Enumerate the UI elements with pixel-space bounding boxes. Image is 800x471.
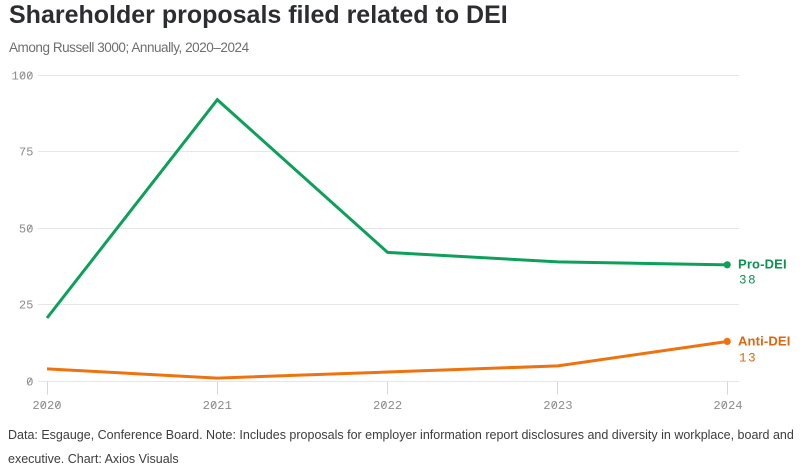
svg-text:Pro-DEI: Pro-DEI [738, 256, 787, 271]
svg-text:75: 75 [19, 146, 34, 160]
svg-text:13: 13 [739, 352, 757, 366]
svg-text:25: 25 [19, 299, 34, 313]
svg-text:100: 100 [12, 70, 34, 84]
svg-text:2022: 2022 [373, 399, 402, 413]
svg-text:50: 50 [19, 222, 34, 236]
svg-text:2024: 2024 [713, 399, 742, 413]
svg-text:Anti-DEI: Anti-DEI [738, 334, 790, 349]
svg-text:2021: 2021 [203, 399, 232, 413]
svg-text:2023: 2023 [543, 399, 572, 413]
svg-text:2020: 2020 [32, 399, 61, 413]
svg-text:38: 38 [739, 274, 757, 288]
svg-text:0: 0 [26, 375, 33, 389]
